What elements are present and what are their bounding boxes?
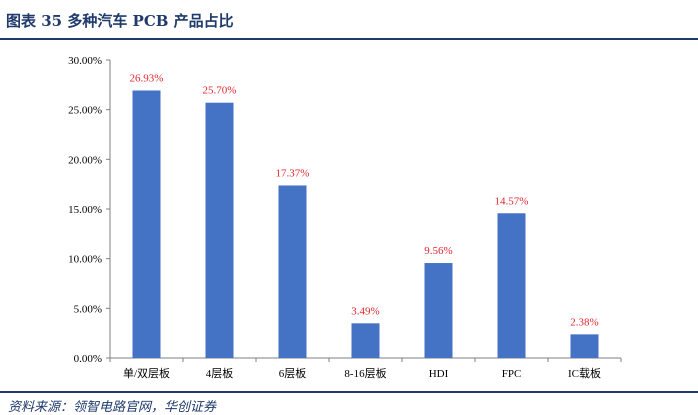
x-tick-label: 单/双层板 xyxy=(123,366,170,380)
data-label: 2.38% xyxy=(570,316,598,328)
x-tick-label: 4层板 xyxy=(206,366,234,380)
bar xyxy=(424,263,453,358)
y-tick-label: 0.00% xyxy=(74,353,102,365)
data-label: 17.37% xyxy=(276,167,310,179)
source-rule xyxy=(0,391,698,393)
y-tick-label: 25.00% xyxy=(68,105,102,117)
y-tick-label: 5.00% xyxy=(74,303,102,315)
data-label: 3.49% xyxy=(351,305,379,317)
data-label: 9.56% xyxy=(424,245,452,257)
x-tick-label: HDI xyxy=(429,368,449,380)
bar xyxy=(570,334,599,358)
data-label: 26.93% xyxy=(130,72,164,84)
bar xyxy=(132,90,161,358)
x-tick-label: 6层板 xyxy=(279,366,307,380)
bar xyxy=(351,323,380,358)
source-note: 资料来源：领智电路官网，华创证券 xyxy=(8,400,217,415)
data-label: 14.57% xyxy=(495,195,529,207)
x-tick-label: FPC xyxy=(502,368,522,380)
figure-title: 图表 35 多种汽车 PCB 产品占比 xyxy=(6,12,234,30)
title-rule xyxy=(0,38,698,40)
x-tick-label: IC载板 xyxy=(568,366,601,380)
bar-chart: 0.00% 5.00% 10.00% 15.00% 20.00% 25.00% 30.00%… xyxy=(68,55,622,380)
x-tick-label: 8-16层板 xyxy=(344,366,386,380)
y-tick-label: 30.00% xyxy=(68,55,102,67)
bar xyxy=(497,213,526,358)
data-label: 25.70% xyxy=(203,85,237,97)
bar xyxy=(205,102,234,358)
y-tick-label: 10.00% xyxy=(68,254,102,266)
y-tick-label: 15.00% xyxy=(68,204,102,216)
y-tick-label: 20.00% xyxy=(68,154,102,166)
bar xyxy=(278,185,307,358)
